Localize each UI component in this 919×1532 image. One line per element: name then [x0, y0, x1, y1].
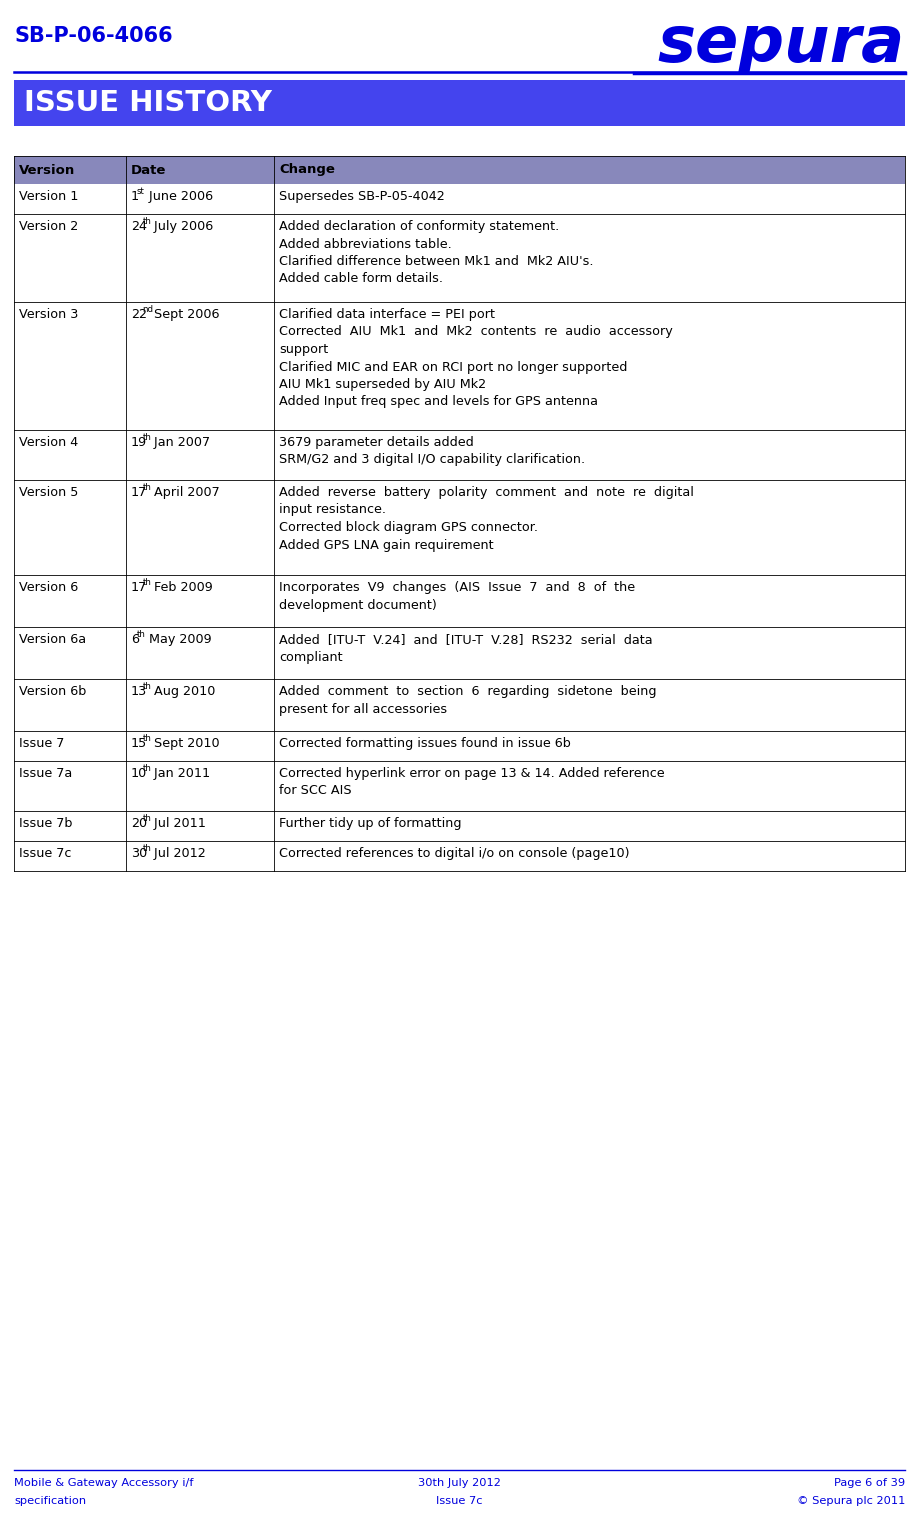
Text: Mobile & Gateway Accessory i/f: Mobile & Gateway Accessory i/f [14, 1478, 194, 1488]
Text: 3679 parameter details added
SRM/G2 and 3 digital I/O capability clarification.: 3679 parameter details added SRM/G2 and … [279, 437, 585, 467]
Text: th: th [142, 434, 152, 443]
Text: 19: 19 [131, 437, 147, 449]
Text: Jan 2007: Jan 2007 [151, 437, 210, 449]
Text: Change: Change [279, 164, 335, 176]
Text: April 2007: April 2007 [151, 486, 221, 499]
Text: Corrected references to digital i/o on console (page10): Corrected references to digital i/o on c… [279, 847, 630, 859]
Text: 15: 15 [131, 737, 147, 751]
Text: Jul 2012: Jul 2012 [151, 847, 206, 859]
Text: th: th [142, 682, 152, 691]
Text: June 2006: June 2006 [144, 190, 213, 204]
Text: th: th [142, 483, 152, 492]
Text: 30th July 2012: 30th July 2012 [418, 1478, 501, 1488]
Text: 17: 17 [131, 486, 147, 499]
Text: 13: 13 [131, 685, 147, 699]
Text: Version 4: Version 4 [19, 437, 78, 449]
Text: Supersedes SB-P-05-4042: Supersedes SB-P-05-4042 [279, 190, 445, 204]
Text: Version 5: Version 5 [19, 486, 78, 499]
Text: 1: 1 [131, 190, 139, 204]
Text: Sept 2010: Sept 2010 [151, 737, 221, 751]
Text: st: st [137, 187, 144, 196]
Text: Issue 7a: Issue 7a [19, 768, 73, 780]
Text: th: th [142, 844, 152, 853]
Text: July 2006: July 2006 [151, 221, 214, 233]
Text: 30: 30 [131, 847, 147, 859]
Text: Corrected formatting issues found in issue 6b: Corrected formatting issues found in iss… [279, 737, 571, 751]
Text: Version: Version [19, 164, 75, 176]
Text: Feb 2009: Feb 2009 [151, 581, 213, 594]
Text: May 2009: May 2009 [144, 633, 211, 647]
Text: SB-P-06-4066: SB-P-06-4066 [14, 26, 173, 46]
Text: Added  reverse  battery  polarity  comment  and  note  re  digital
input resista: Added reverse battery polarity comment a… [279, 486, 694, 568]
Text: 24: 24 [131, 221, 147, 233]
Text: 6: 6 [131, 633, 139, 647]
Bar [14, 80, 905, 126]
Text: nd: nd [142, 305, 153, 314]
Text: sepura: sepura [658, 12, 905, 75]
Text: Jan 2011: Jan 2011 [151, 768, 210, 780]
Text: 10: 10 [131, 768, 147, 780]
Text: Issue 7: Issue 7 [19, 737, 64, 751]
Text: th: th [142, 218, 152, 227]
Text: Version 6: Version 6 [19, 581, 78, 594]
Text: Version 2: Version 2 [19, 221, 78, 233]
Text: specification: specification [14, 1497, 86, 1506]
Text: Issue 7c: Issue 7c [437, 1497, 482, 1506]
Text: Clarified data interface = PEI port
Corrected  AIU  Mk1  and  Mk2  contents  re : Clarified data interface = PEI port Corr… [279, 308, 673, 409]
Text: Jul 2011: Jul 2011 [151, 817, 207, 830]
Text: th: th [142, 813, 152, 823]
Text: th: th [137, 630, 146, 639]
Text: Added  comment  to  section  6  regarding  sidetone  being
present for all acces: Added comment to section 6 regarding sid… [279, 685, 656, 715]
Text: th: th [142, 764, 152, 774]
Text: Aug 2010: Aug 2010 [151, 685, 216, 699]
Bar [14, 156, 905, 184]
Text: Issue 7b: Issue 7b [19, 817, 73, 830]
Text: Version 6a: Version 6a [19, 633, 86, 647]
Text: Added declaration of conformity statement.
Added abbreviations table.
Clarified : Added declaration of conformity statemen… [279, 221, 594, 285]
Text: © Sepura plc 2011: © Sepura plc 2011 [797, 1497, 905, 1506]
Text: th: th [142, 578, 152, 587]
Text: Page 6 of 39: Page 6 of 39 [834, 1478, 905, 1488]
Text: 20: 20 [131, 817, 147, 830]
Text: ISSUE HISTORY: ISSUE HISTORY [24, 89, 272, 116]
Text: Version 1: Version 1 [19, 190, 78, 204]
Text: th: th [142, 734, 152, 743]
Text: Sept 2006: Sept 2006 [151, 308, 220, 322]
Text: Version 3: Version 3 [19, 308, 78, 322]
Text: 17: 17 [131, 581, 147, 594]
Text: Incorporates  V9  changes  (AIS  Issue  7  and  8  of  the
development document): Incorporates V9 changes (AIS Issue 7 and… [279, 581, 635, 611]
Text: Further tidy up of formatting: Further tidy up of formatting [279, 817, 461, 830]
Text: Date: Date [131, 164, 166, 176]
Text: Issue 7c: Issue 7c [19, 847, 72, 859]
Text: Version 6b: Version 6b [19, 685, 86, 699]
Text: Corrected hyperlink error on page 13 & 14. Added reference
for SCC AIS: Corrected hyperlink error on page 13 & 1… [279, 768, 664, 798]
Text: Added  [ITU-T  V.24]  and  [ITU-T  V.28]  RS232  serial  data
compliant: Added [ITU-T V.24] and [ITU-T V.28] RS23… [279, 633, 652, 663]
Text: 22: 22 [131, 308, 147, 322]
